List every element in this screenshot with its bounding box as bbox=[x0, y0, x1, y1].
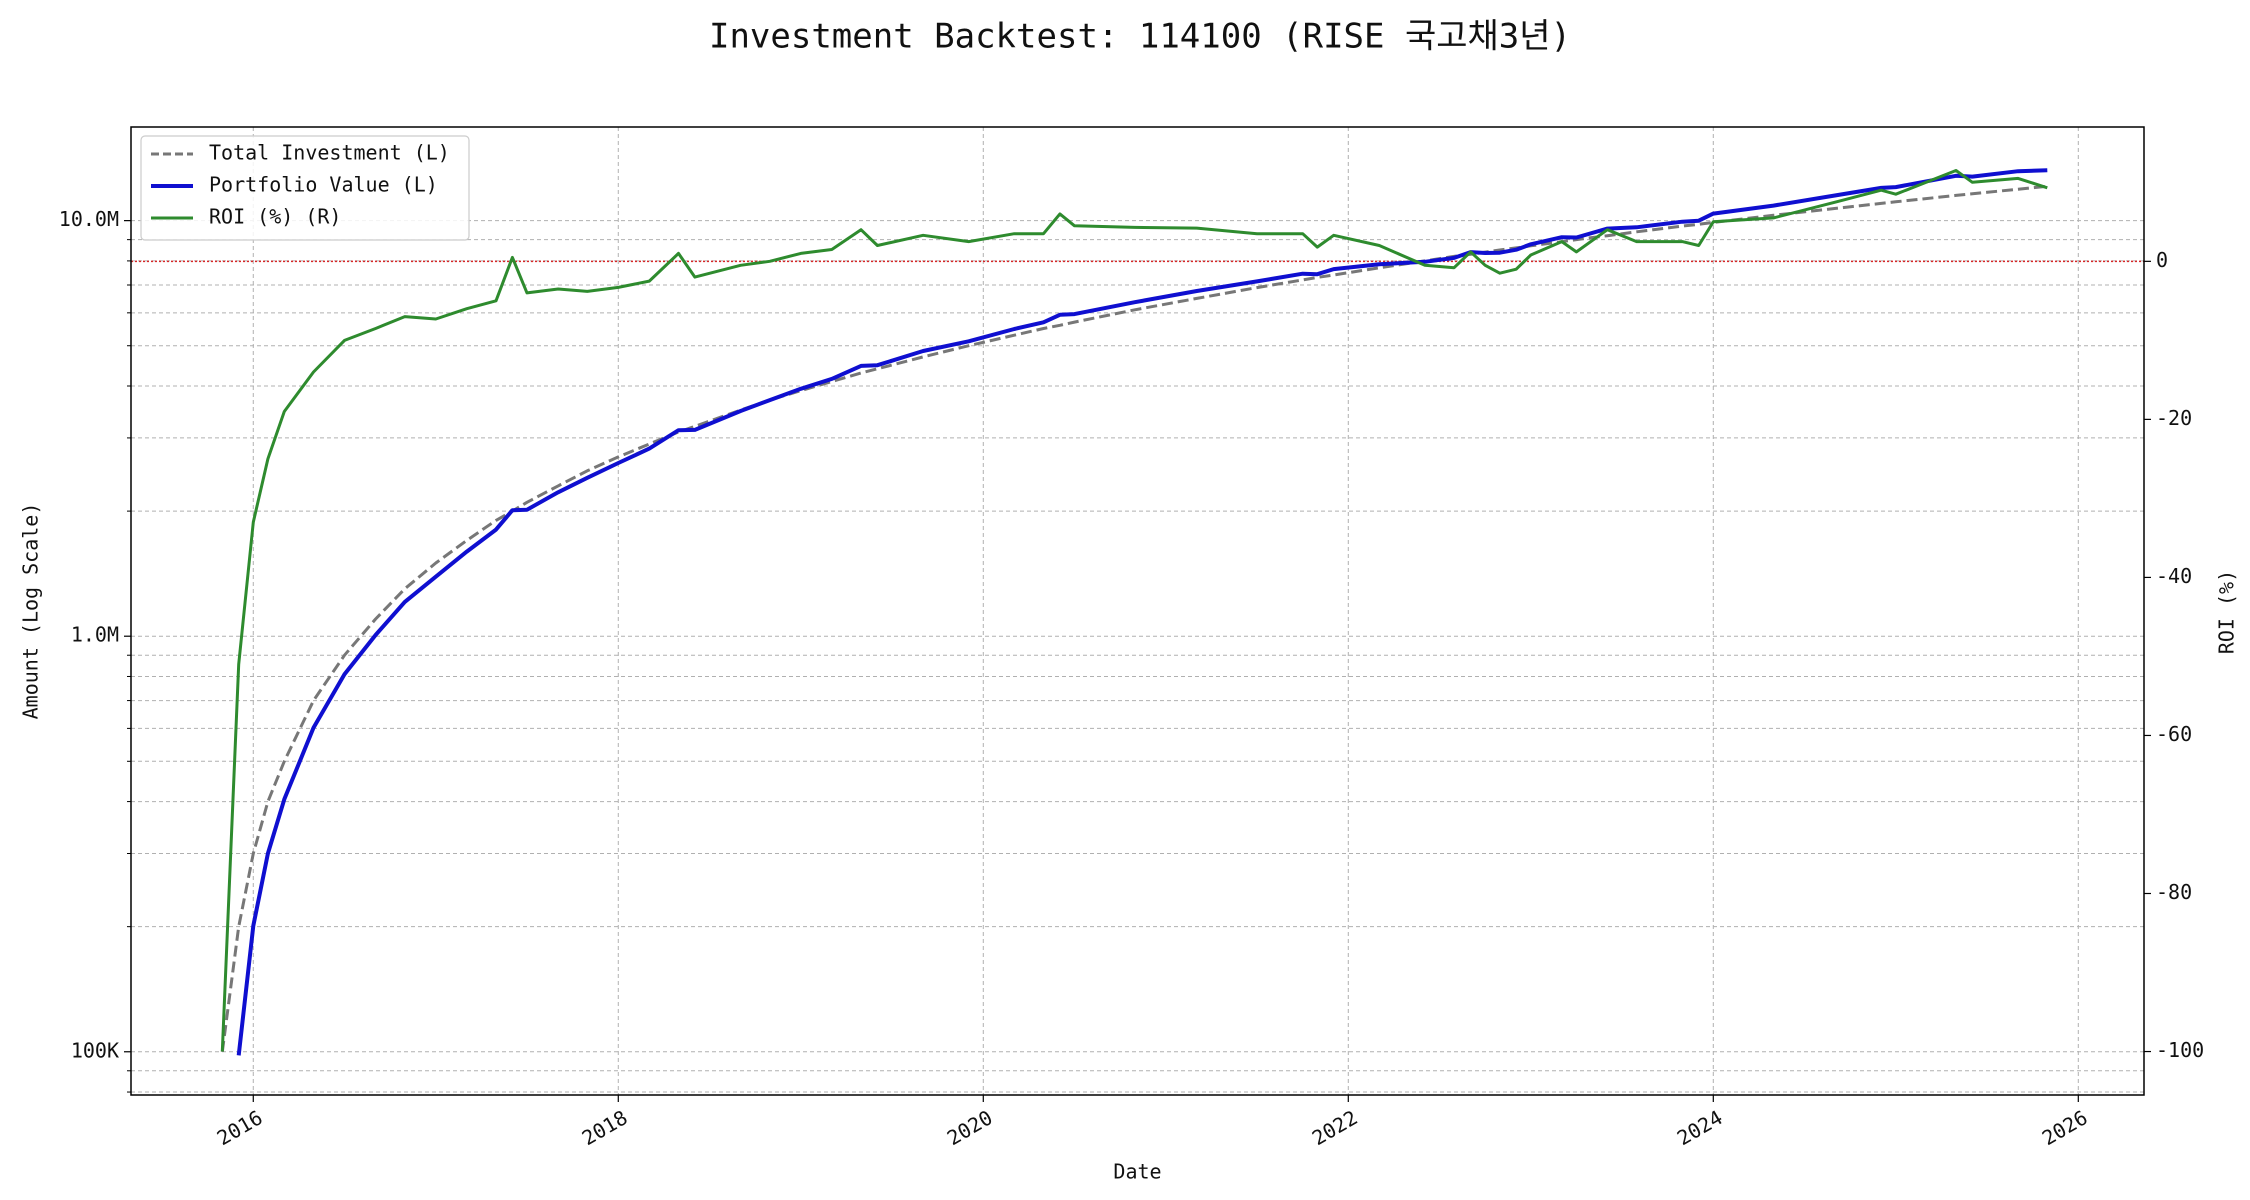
legend-label: Total Investment (L) bbox=[209, 141, 450, 165]
series-line bbox=[236, 168, 2048, 1056]
y2-tick-label: -80 bbox=[2156, 880, 2192, 904]
chart-title: Investment Backtest: 114100 (RISE 국고채3년) bbox=[709, 17, 1571, 57]
legend-box bbox=[140, 135, 470, 241]
x-axis-label: Date bbox=[1113, 1160, 1161, 1184]
y-tick-label: 1.0M bbox=[71, 623, 119, 647]
x-tick-label: 2026 bbox=[2038, 1105, 2092, 1150]
plot-frame bbox=[130, 126, 2145, 1096]
y2-axis-label: ROI (%) bbox=[2215, 570, 2239, 654]
y2-tick-label: -60 bbox=[2156, 722, 2192, 746]
legend: Total Investment (L) Portfolio Value (L) R… bbox=[140, 135, 470, 241]
y-axis-label: Amount (Log Scale) bbox=[19, 503, 43, 720]
y2-tick-label: -100 bbox=[2156, 1038, 2204, 1062]
x-tick-label: 2024 bbox=[1673, 1105, 1727, 1150]
y-tick-label: 10.0M bbox=[59, 207, 119, 231]
y-tick-label: 100K bbox=[71, 1038, 119, 1062]
series-line bbox=[220, 184, 2048, 1052]
x-tick-label: 2016 bbox=[213, 1105, 267, 1150]
x-tick-label: 2022 bbox=[1308, 1105, 1362, 1150]
y2-tick-label: -20 bbox=[2156, 406, 2192, 430]
legend-label: ROI (%) (R) bbox=[209, 205, 341, 229]
legend-label: Portfolio Value (L) bbox=[209, 173, 438, 197]
x-tick-label: 2018 bbox=[578, 1105, 632, 1150]
y2-tick-label: -40 bbox=[2156, 564, 2192, 588]
y2-tick-label: 0 bbox=[2156, 248, 2168, 272]
series-line bbox=[220, 169, 2048, 1052]
x-tick-label: 2020 bbox=[943, 1105, 997, 1150]
